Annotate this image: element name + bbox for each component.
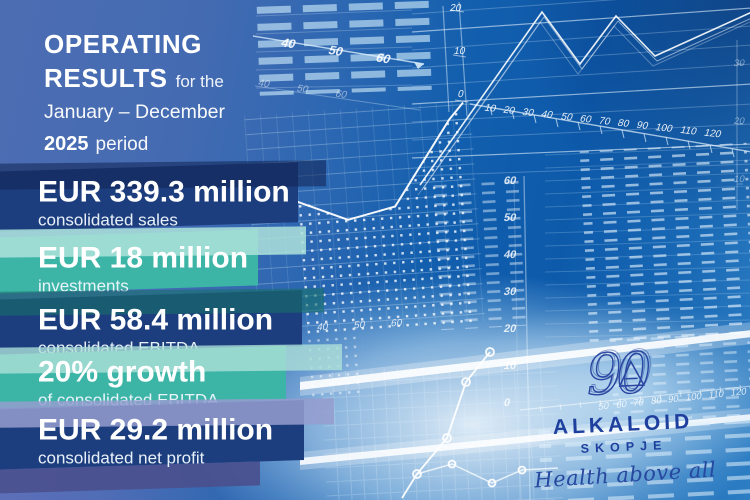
axis-tick-label: 60 [502,175,518,187]
axis-tick-label: 20 [502,323,518,335]
axis-tick-label: 40 [539,109,555,122]
axis-tick-label: 100 [653,122,675,135]
banner-investments: EUR 18 million investments [0,229,258,295]
axis-tick-label: 70 [596,115,612,128]
axis-tick-label: 30 [520,107,536,119]
axis-tick-label: 30 [502,286,518,298]
axis-tick-label: 50 [326,43,346,59]
top-y-axis-tick-labels: 20 10 0 [448,3,467,100]
emblem-number: 90 [585,341,651,409]
axis-tick-label: 50 [295,83,311,96]
title-word-results: RESULTS [44,62,168,93]
edge-scale-labels: 30 20 10 [732,58,746,185]
axis-tick-label: 40 [316,321,330,334]
banner-value: EUR 58.4 million [38,303,274,337]
axis-tick-label: 80 [615,117,631,130]
axis-tick-label: 40 [278,35,299,52]
title-period-word: period [95,133,149,155]
alkaloid-a-mark [618,359,645,387]
axis-tick-label: 10 [502,360,518,372]
banner-net-profit: EUR 29.2 million consolidated net profit [0,400,304,470]
title-year: 2025 [44,132,89,155]
title-word-operating: OPERATING [44,29,203,59]
axis-tick-label: 90 [634,120,650,132]
axis-tick-label: 120 [702,127,723,141]
banner-label: consolidated net profit [38,448,205,468]
axis-tick-label: 30 [732,58,746,69]
axis-tick-label: 20 [732,116,746,127]
emblem-number-outline: 90 [586,339,652,407]
page-title: OPERATING RESULTS for the January – Decem… [44,30,225,156]
banner-value: EUR 18 million [38,241,249,275]
anniversary-90-emblem: 90 90 [584,338,653,409]
title-date-range: January – December [44,100,226,123]
axis-tick-label: 10 [452,46,467,57]
axis-tick-label: 0 [456,89,465,100]
banner-value: EUR 339.3 million [38,175,290,209]
axis-tick-label: 110 [678,125,699,138]
title-suffix: for the [175,71,224,91]
axis-tick-label: 60 [390,317,404,330]
banner-value: EUR 29.2 million [38,413,274,447]
axis-tick-label: 60 [577,113,593,126]
axis-tick-label: 50 [558,111,574,124]
banner-value: 20% growth [38,355,207,389]
axis-tick-label: 20 [501,104,517,117]
company-logo: 90 90 ALKALOID SKOPJE Health above all [517,332,728,492]
axis-tick-label: 120 [729,386,748,399]
axis-tick-label: 40 [256,78,272,91]
axis-tick-label: 10 [482,102,498,115]
axis-tick-label: 50 [502,212,518,224]
axis-tick-label: 50 [353,319,367,332]
right-y-axis-tick-labels: 60 50 40 30 20 10 0 [502,175,518,409]
banner-consolidated-sales: EUR 339.3 million consolidated sales [0,162,298,232]
axis-tick-label: 10 [732,174,746,185]
axis-tick-label: 40 [502,249,518,261]
axis-tick-label: 0 [502,397,512,409]
axis-tick-label: 20 [448,3,463,14]
